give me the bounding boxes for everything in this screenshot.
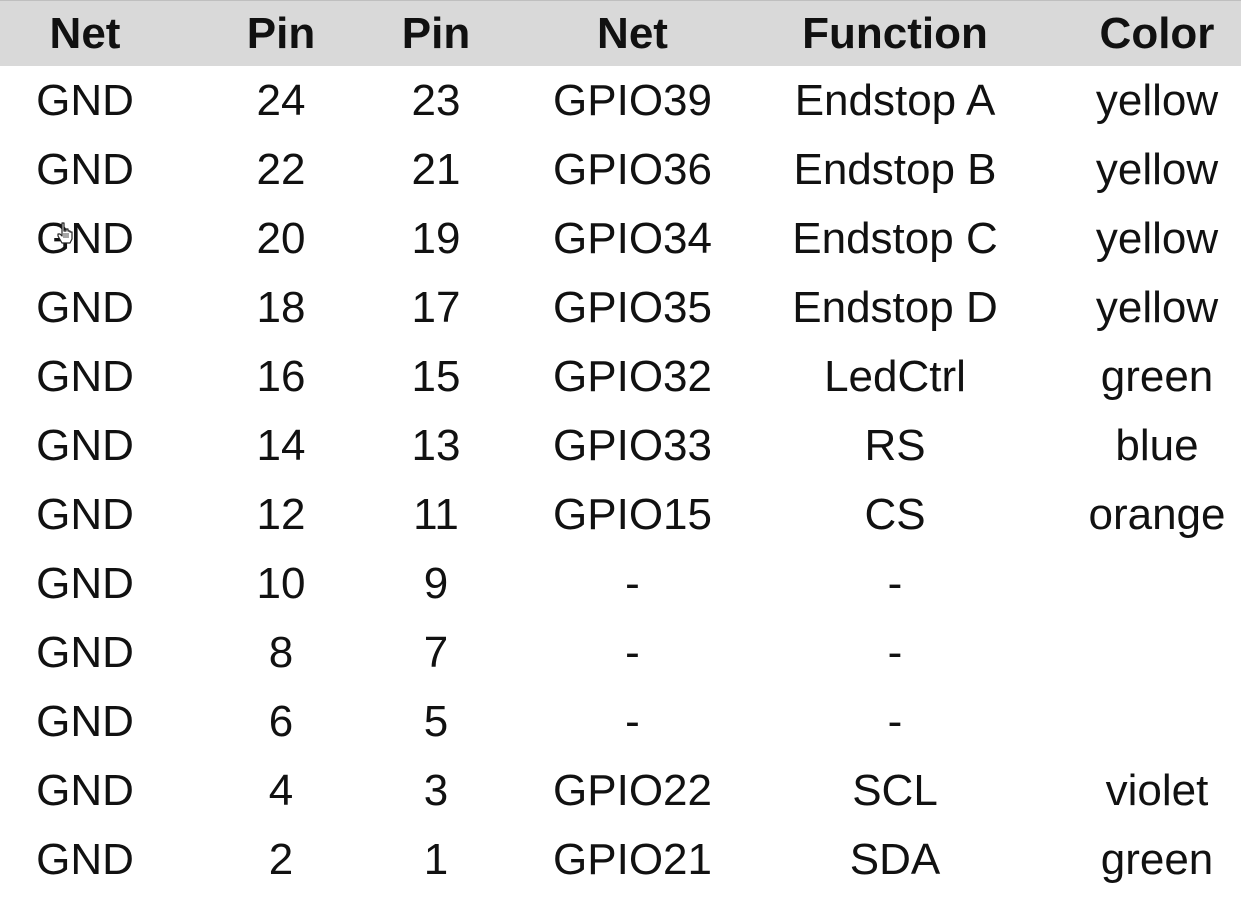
cell-net-left: GND xyxy=(36,351,134,401)
table-row: GND 16 15 GPIO32 LedCtrl green xyxy=(0,342,1241,411)
table-row: GND 10 9 - - xyxy=(0,549,1241,618)
table-row: GND 24 23 GPIO39 Endstop A yellow xyxy=(0,66,1241,135)
cell-pin-left: 20 xyxy=(256,213,306,263)
cell-pin-right: 23 xyxy=(411,75,461,125)
cell-color xyxy=(1072,549,1241,618)
cell-pin-left: 16 xyxy=(256,351,306,401)
cell-net-right: - xyxy=(625,627,640,677)
cell-net-right: - xyxy=(625,558,640,608)
cell-net-right: GPIO36 xyxy=(553,144,712,194)
cell-color: orange xyxy=(1088,489,1226,539)
cell-net-right: GPIO32 xyxy=(553,351,712,401)
table-row: GND 12 11 GPIO15 CS orange xyxy=(0,480,1241,549)
cell-pin-left: 18 xyxy=(256,282,306,332)
cell-pin-left: 4 xyxy=(268,765,294,815)
table-row: GND 4 3 GPIO22 SCL violet xyxy=(0,756,1241,825)
cell-function: SDA xyxy=(849,834,941,884)
cell-pin-left: 2 xyxy=(268,834,294,884)
cell-color: violet xyxy=(1105,765,1209,815)
table-row: GND 8 7 - - xyxy=(0,618,1241,687)
table-row: GND 22 21 GPIO36 Endstop B yellow xyxy=(0,135,1241,204)
cell-pin-right: 17 xyxy=(411,282,461,332)
cell-function: Endstop D xyxy=(792,282,998,332)
cell-pin-left: 6 xyxy=(268,696,294,746)
cell-net-right: GPIO21 xyxy=(553,834,712,884)
cell-color: green xyxy=(1100,351,1214,401)
cell-function: Endstop C xyxy=(792,213,998,263)
cell-net-left: GND xyxy=(36,489,134,539)
cell-net-right: GPIO39 xyxy=(553,75,712,125)
cell-net-left: GND xyxy=(36,834,134,884)
cell-color: green xyxy=(1100,834,1214,884)
table-row: GND 18 17 GPIO35 Endstop D yellow xyxy=(0,273,1241,342)
cell-pin-left: 10 xyxy=(256,558,306,608)
cell-function: - xyxy=(887,627,903,677)
table-row: GND 14 13 GPIO33 RS blue xyxy=(0,411,1241,480)
cell-color xyxy=(1072,618,1241,687)
cell-net-left: GND xyxy=(36,420,134,470)
cell-function: Endstop A xyxy=(794,75,996,125)
cell-color: yellow xyxy=(1095,144,1219,194)
cell-function: Endstop B xyxy=(793,144,997,194)
cell-net-left: GND xyxy=(36,627,134,677)
cell-function: - xyxy=(887,558,903,608)
cell-pin-right: 19 xyxy=(411,213,461,263)
header-net-left: Net xyxy=(49,8,121,58)
cell-function: SCL xyxy=(852,765,938,815)
cell-function: LedCtrl xyxy=(824,351,966,401)
cell-net-left: GND xyxy=(36,144,134,194)
cell-net-left: GND xyxy=(36,558,134,608)
cell-pin-right: 11 xyxy=(413,489,459,539)
cell-net-right: GPIO15 xyxy=(553,489,712,539)
header-pin-right: Pin xyxy=(401,8,471,58)
cell-color: yellow xyxy=(1095,213,1219,263)
cell-pin-right: 13 xyxy=(411,420,461,470)
cell-pin-left: 24 xyxy=(256,75,306,125)
cell-color: yellow xyxy=(1095,282,1219,332)
cell-function: - xyxy=(887,696,903,746)
table-row: GND 6 5 - - xyxy=(0,687,1241,756)
cell-pin-left: 8 xyxy=(268,627,294,677)
cell-function: RS xyxy=(864,420,926,470)
cell-color: yellow xyxy=(1095,75,1219,125)
cell-pin-right: 5 xyxy=(423,696,449,746)
cell-net-right: - xyxy=(625,696,640,746)
cell-net-left: GND xyxy=(36,696,134,746)
cell-net-left: GND xyxy=(36,213,134,263)
cell-pin-right: 3 xyxy=(423,765,449,815)
table-row: GND 20 19 GPIO34 Endstop C yellow xyxy=(0,204,1241,273)
cell-net-right: GPIO22 xyxy=(553,765,712,815)
header-pin-left: Pin xyxy=(246,8,316,58)
cell-pin-left: 22 xyxy=(256,144,306,194)
header-net-right: Net xyxy=(597,8,668,58)
cell-pin-right: 15 xyxy=(411,351,461,401)
cell-function: CS xyxy=(864,489,926,539)
cell-net-right: GPIO34 xyxy=(553,213,712,263)
cell-pin-left: 14 xyxy=(256,420,306,470)
cell-pin-right: 7 xyxy=(423,627,449,677)
cell-net-right: GPIO33 xyxy=(553,420,712,470)
cell-net-left: GND xyxy=(36,765,134,815)
cell-pin-left: 12 xyxy=(256,489,306,539)
cell-pin-right: 1 xyxy=(423,834,449,884)
cell-color: blue xyxy=(1115,420,1199,470)
table-row: GND 2 1 GPIO21 SDA green xyxy=(0,825,1241,894)
cell-net-left: GND xyxy=(36,282,134,332)
cell-net-right: GPIO35 xyxy=(553,282,712,332)
cell-net-left: GND xyxy=(36,75,134,125)
hand-pointer-icon xyxy=(57,222,73,244)
header-function: Function xyxy=(802,8,988,58)
cell-pin-right: 21 xyxy=(411,144,461,194)
cell-color xyxy=(1072,687,1241,756)
table-header-row: Net Pin Pin Net Function Color xyxy=(0,0,1241,66)
header-color: Color xyxy=(1099,8,1215,58)
cell-pin-right: 9 xyxy=(423,558,449,608)
